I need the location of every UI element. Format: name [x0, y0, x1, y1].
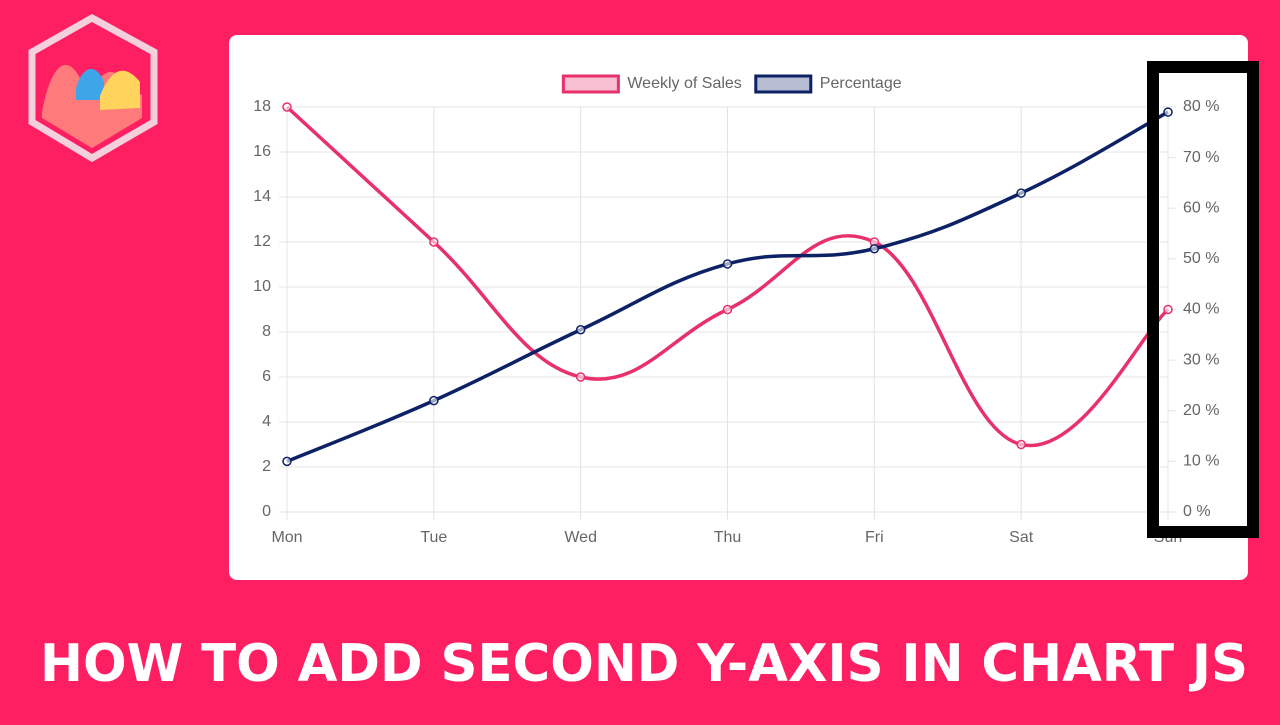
data-point	[1016, 188, 1026, 198]
logo	[28, 13, 158, 163]
legend-label: Percentage	[820, 75, 902, 92]
data-point	[282, 102, 292, 112]
x-tick-label: Thu	[714, 529, 742, 546]
legend-swatch	[754, 74, 813, 94]
data-point	[429, 237, 439, 247]
legend-item: Weekly of Sales	[561, 74, 742, 94]
data-point	[429, 395, 439, 406]
x-tick-label: Sat	[1009, 529, 1034, 546]
legend-item: Percentage	[754, 74, 902, 94]
data-point	[722, 304, 733, 315]
chart-card	[229, 35, 1248, 580]
y-tick-label: 8	[262, 323, 271, 340]
y-tick-label: 0	[262, 503, 271, 520]
legend-label: Weekly of Sales	[627, 75, 741, 92]
y-tick-label: 4	[262, 413, 271, 430]
y2-tick-label: 20 %	[1183, 402, 1219, 419]
y-tick-label: 6	[262, 368, 271, 385]
banner-title: HOW TO ADD SECOND Y-AXIS IN CHART JS	[40, 634, 1248, 694]
data-point	[282, 456, 292, 467]
y2-tick-label: 70 %	[1183, 149, 1219, 166]
x-tick-label: Mon	[271, 529, 302, 546]
highlight-box	[1147, 61, 1259, 538]
data-point	[722, 259, 733, 269]
data-point	[575, 325, 586, 335]
data-point	[1163, 107, 1173, 117]
legend-swatch	[561, 74, 620, 94]
y2-tick-label: 30 %	[1183, 351, 1219, 368]
y-tick-label: 12	[253, 233, 271, 250]
y2-tick-label: 60 %	[1183, 199, 1219, 216]
y2-tick-label: 80 %	[1183, 98, 1219, 115]
y-tick-label: 14	[253, 188, 271, 205]
y2-tick-label: 10 %	[1183, 453, 1219, 470]
data-point	[1163, 304, 1173, 315]
y-tick-label: 18	[253, 98, 271, 115]
y-tick-label: 10	[253, 278, 271, 295]
x-tick-label: Wed	[564, 529, 597, 546]
y2-tick-label: 40 %	[1183, 301, 1219, 318]
y-tick-label: 2	[262, 458, 271, 475]
data-point	[575, 372, 586, 382]
x-tick-label: Fri	[865, 529, 884, 546]
x-tick-label: Tue	[420, 529, 447, 546]
data-point	[1016, 439, 1026, 450]
data-point	[869, 244, 880, 254]
y2-tick-label: 0 %	[1183, 503, 1211, 520]
y-tick-label: 16	[253, 143, 271, 160]
y2-tick-label: 50 %	[1183, 250, 1219, 267]
